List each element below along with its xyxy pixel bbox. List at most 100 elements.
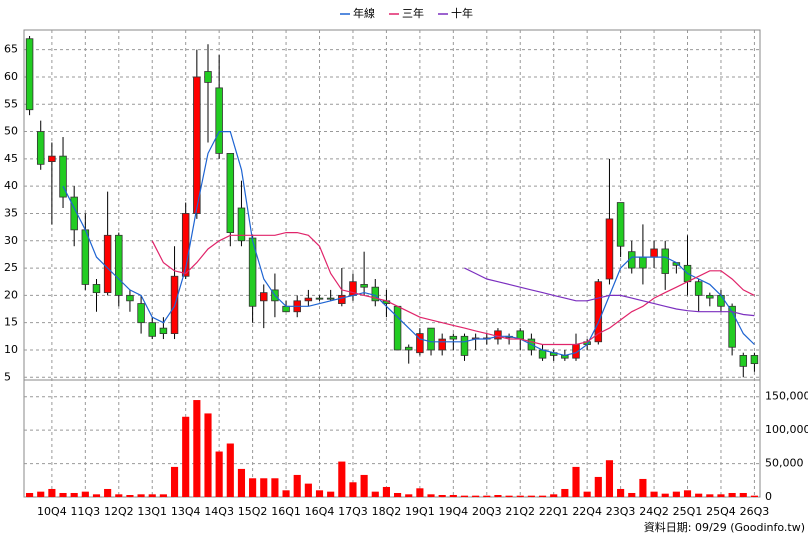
volume-bar bbox=[505, 495, 513, 497]
volume-bar bbox=[617, 488, 625, 497]
x-tick-label: 13Q4 bbox=[171, 505, 201, 518]
volume-bar bbox=[683, 490, 692, 497]
candle-body bbox=[416, 333, 424, 354]
y-tick-label: 65 bbox=[4, 43, 18, 56]
candle-body bbox=[449, 335, 458, 340]
x-tick-label: 19Q1 bbox=[405, 505, 435, 518]
x-tick-label: 22Q1 bbox=[539, 505, 569, 518]
y-tick-label: 60 bbox=[4, 70, 18, 83]
volume-bar bbox=[304, 483, 312, 497]
footer: 資料日期: 09/29 (Goodinfo.tw) bbox=[644, 520, 805, 534]
candle-body bbox=[282, 305, 290, 313]
candle-body bbox=[304, 297, 313, 302]
x-tick-label: 16Q1 bbox=[271, 505, 301, 518]
y2-tick-label: 0 bbox=[765, 490, 772, 503]
volume-bar bbox=[148, 494, 156, 497]
volume-bar bbox=[293, 474, 301, 497]
volume-bar bbox=[739, 492, 747, 497]
volume-bar bbox=[650, 491, 658, 497]
volume-bar bbox=[182, 416, 190, 497]
candle-body bbox=[516, 330, 524, 340]
candle-body bbox=[92, 284, 101, 294]
x-tick-label: 16Q4 bbox=[305, 505, 335, 518]
volume-bar bbox=[695, 493, 703, 497]
volume-bar bbox=[104, 488, 112, 497]
legend-label: 三年 bbox=[402, 6, 424, 20]
y-tick-label: 30 bbox=[4, 234, 18, 247]
volume-bar bbox=[516, 495, 524, 497]
volume-bar bbox=[527, 495, 535, 497]
candle-body bbox=[215, 87, 223, 154]
candle-body bbox=[137, 303, 145, 324]
candle-body bbox=[750, 355, 759, 365]
volume-bar bbox=[405, 494, 413, 497]
candle-body bbox=[639, 256, 647, 269]
volume-bar bbox=[661, 493, 669, 497]
x-tick-label: 12Q2 bbox=[104, 505, 134, 518]
candle-body bbox=[404, 346, 413, 351]
x-tick-label: 17Q3 bbox=[338, 505, 368, 518]
volume-bar bbox=[672, 491, 680, 497]
candle-body bbox=[48, 155, 56, 162]
volume-bar bbox=[550, 494, 558, 497]
volume-bar bbox=[349, 482, 357, 497]
x-tick-label: 23Q3 bbox=[606, 505, 636, 518]
volume-bar bbox=[282, 490, 290, 497]
volume-bar bbox=[639, 478, 647, 497]
candle-body bbox=[115, 234, 123, 296]
y-tick-label: 40 bbox=[4, 179, 18, 192]
x-tick-label: 10Q4 bbox=[37, 505, 67, 518]
x-tick-label: 19Q4 bbox=[439, 505, 469, 518]
y2-tick-label: 100,000 bbox=[765, 423, 808, 436]
volume-bar bbox=[70, 492, 78, 497]
volume-bar bbox=[427, 494, 435, 497]
x-tick-label: 14Q3 bbox=[204, 505, 234, 518]
volume-bar bbox=[315, 490, 324, 497]
candle-body bbox=[226, 153, 235, 233]
volume-bar bbox=[137, 494, 145, 497]
x-tick-label: 13Q1 bbox=[137, 505, 167, 518]
candle-body bbox=[728, 305, 736, 348]
volume-bar bbox=[204, 413, 212, 497]
candle-body bbox=[103, 234, 112, 294]
volume-bar bbox=[583, 491, 591, 497]
volume-bar bbox=[449, 494, 457, 497]
volume-bar bbox=[628, 492, 636, 497]
candle-body bbox=[326, 297, 335, 300]
x-tick-label: 22Q4 bbox=[572, 505, 602, 518]
candle-body bbox=[605, 218, 614, 280]
candle-body bbox=[438, 338, 446, 351]
candle-body bbox=[81, 229, 90, 285]
candle-body bbox=[393, 305, 402, 351]
volume-bar bbox=[594, 476, 602, 497]
x-tick-label: 11Q3 bbox=[71, 505, 101, 518]
candle-body bbox=[594, 281, 603, 343]
candle-body bbox=[237, 207, 246, 242]
candle-body bbox=[338, 294, 346, 304]
y-tick-label: 20 bbox=[4, 288, 18, 301]
candle-body bbox=[126, 294, 134, 302]
volume-bar bbox=[472, 495, 480, 497]
candle-body bbox=[25, 38, 34, 111]
y-tick-label: 35 bbox=[4, 206, 18, 219]
volume-bar bbox=[260, 478, 268, 497]
volume-bar bbox=[371, 491, 379, 497]
candle-body bbox=[717, 294, 725, 307]
candle-body bbox=[148, 322, 156, 337]
candle-body bbox=[427, 327, 435, 351]
candle-body bbox=[159, 327, 168, 334]
candle-body bbox=[460, 335, 469, 356]
volume-bar bbox=[226, 443, 234, 497]
candle-body bbox=[538, 349, 547, 359]
candle-body bbox=[36, 131, 45, 165]
candle-body bbox=[739, 355, 748, 367]
volume-bar bbox=[193, 400, 201, 497]
volume-bar bbox=[394, 492, 402, 497]
x-tick-label: 18Q2 bbox=[372, 505, 402, 518]
y-tick-label: 25 bbox=[4, 261, 18, 274]
volume-bar bbox=[170, 466, 179, 497]
volume-bar bbox=[249, 478, 257, 497]
y-tick-label: 10 bbox=[4, 343, 18, 356]
volume-bar bbox=[215, 451, 223, 497]
